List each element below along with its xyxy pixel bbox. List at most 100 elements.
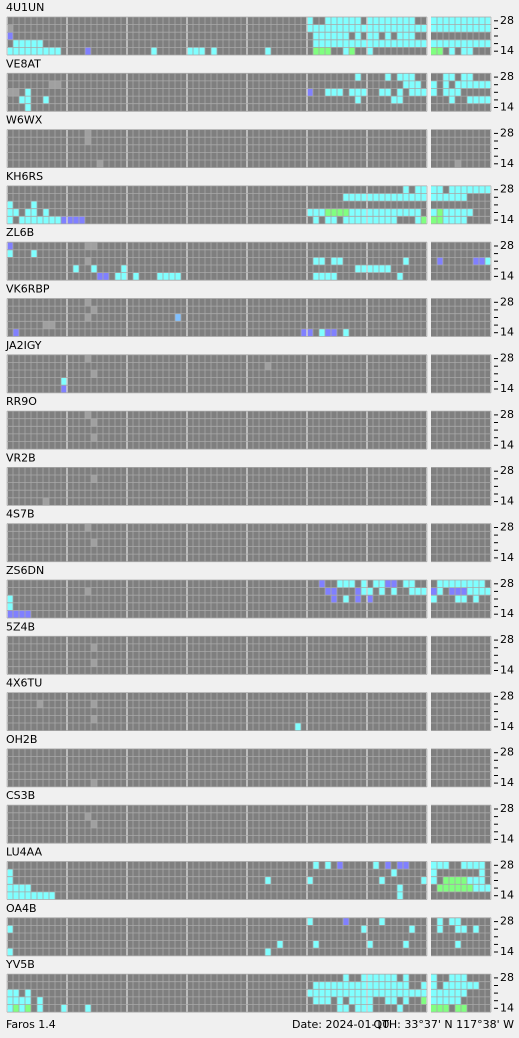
cell	[343, 32, 349, 40]
station-name: CS3B	[6, 789, 35, 802]
cell	[403, 17, 409, 25]
cell	[461, 1004, 467, 1013]
cell	[473, 17, 479, 25]
cell	[385, 32, 391, 40]
cell	[431, 996, 437, 1005]
band-label: 28	[500, 14, 514, 27]
cell	[379, 981, 385, 990]
cell	[461, 73, 467, 81]
cell	[455, 1004, 461, 1013]
cell	[37, 700, 43, 708]
cell	[397, 272, 403, 281]
cell	[385, 974, 391, 982]
cell	[13, 1004, 19, 1013]
cell	[349, 208, 355, 217]
cell	[437, 884, 443, 892]
cell	[473, 24, 479, 33]
cell	[361, 974, 367, 982]
cell	[455, 17, 461, 25]
cell	[13, 328, 19, 337]
cell	[373, 24, 379, 33]
cell	[449, 73, 455, 81]
cell	[443, 216, 449, 224]
cell	[307, 17, 313, 25]
cell	[7, 891, 13, 900]
cell	[307, 989, 313, 997]
cell	[361, 216, 367, 224]
cell	[343, 17, 349, 25]
cell	[431, 974, 437, 982]
cell	[25, 96, 31, 104]
cell	[385, 580, 391, 588]
cell	[421, 185, 427, 194]
cell	[7, 47, 13, 55]
cell	[349, 47, 355, 55]
band-label: 14	[500, 776, 514, 789]
cell	[379, 208, 385, 217]
cell	[319, 39, 325, 48]
cell	[443, 981, 449, 990]
cell	[355, 595, 361, 603]
cell	[73, 265, 79, 273]
cell	[431, 47, 437, 55]
cell	[391, 39, 397, 48]
cell	[449, 17, 455, 25]
cell	[49, 80, 55, 89]
cell	[479, 587, 485, 596]
cell	[7, 925, 13, 933]
cell	[175, 313, 181, 322]
cell	[85, 313, 91, 322]
cell	[455, 989, 461, 997]
cell	[115, 272, 121, 281]
cell	[85, 257, 91, 265]
station-name: OH2B	[6, 733, 37, 746]
cell	[37, 47, 43, 55]
cell	[397, 989, 403, 997]
cell	[437, 1004, 443, 1013]
cell	[349, 996, 355, 1005]
cell	[355, 587, 361, 596]
band-label: 14	[500, 664, 514, 677]
cell	[385, 73, 391, 81]
cell	[367, 24, 373, 33]
cell	[373, 32, 379, 40]
station-name: 4X6TU	[6, 677, 42, 690]
cell	[43, 891, 49, 900]
cell	[325, 39, 331, 48]
cell	[397, 1004, 403, 1013]
cell	[431, 193, 437, 202]
cell	[85, 411, 91, 419]
band-label: 28	[500, 70, 514, 83]
cell	[319, 328, 325, 337]
cell	[307, 876, 313, 885]
cell	[479, 96, 485, 104]
cell	[379, 917, 385, 926]
cell	[85, 47, 91, 55]
cell	[391, 193, 397, 202]
station-name: YV5B	[5, 958, 35, 971]
cell	[265, 876, 271, 885]
cell	[313, 940, 319, 949]
cell	[19, 891, 25, 900]
cell	[473, 884, 479, 892]
cell	[37, 216, 43, 224]
cell	[337, 981, 343, 990]
cell	[295, 723, 301, 731]
band-label: 14	[500, 101, 514, 114]
cell	[307, 208, 313, 217]
cell	[49, 216, 55, 224]
cell	[343, 580, 349, 588]
cell	[443, 193, 449, 202]
cell	[485, 17, 491, 25]
cell	[385, 24, 391, 33]
cell	[415, 216, 421, 224]
cell	[85, 812, 91, 821]
band-label: 14	[500, 44, 514, 57]
cell	[13, 208, 19, 217]
cell	[313, 24, 319, 33]
cell	[437, 17, 443, 25]
cell	[461, 47, 467, 55]
cell	[473, 580, 479, 588]
cell	[449, 876, 455, 885]
cell	[337, 32, 343, 40]
